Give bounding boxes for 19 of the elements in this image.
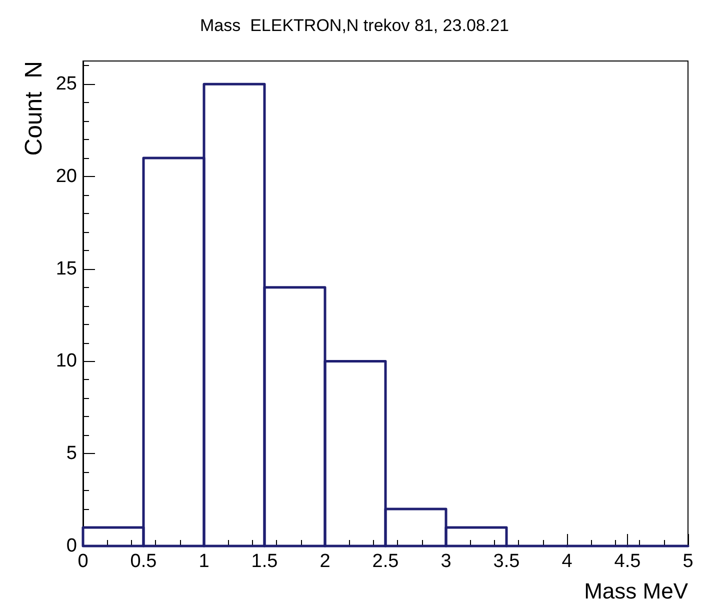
y-tick-label: 15 [56, 258, 77, 280]
x-tick-label: 4.5 [614, 551, 641, 572]
x-tick-label: 1.5 [251, 551, 278, 572]
x-tick-label: 1 [198, 551, 210, 572]
x-tick-label: 2 [320, 551, 330, 572]
y-tick-label: 0 [66, 536, 77, 556]
y-tick-label: 25 [56, 74, 77, 95]
x-tick-label: 5 [682, 551, 694, 572]
x-tick-label: 3.5 [493, 551, 520, 572]
x-tick-label: 0.5 [130, 551, 157, 572]
x-tick-label: 4 [562, 551, 573, 572]
x-tick-label: 3 [440, 551, 452, 572]
y-axis-title: Count N [20, 61, 48, 156]
x-tick-label: 2.5 [372, 551, 399, 572]
x-axis-title: Mass MeV [584, 578, 688, 604]
y-tick-label: 20 [56, 166, 77, 187]
y-tick-label: 5 [66, 443, 77, 464]
chart-title: Mass ELEKTRON,N trekov 81, 23.08.21 [200, 16, 509, 35]
y-tick-label: 10 [56, 350, 77, 372]
